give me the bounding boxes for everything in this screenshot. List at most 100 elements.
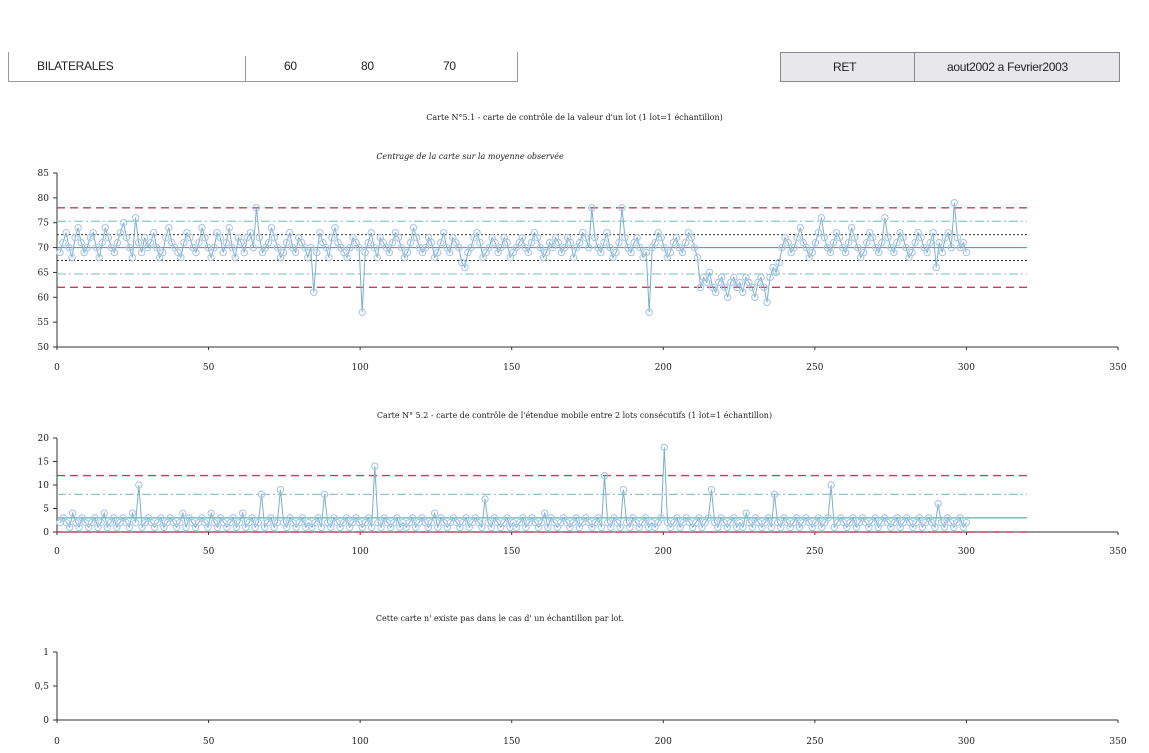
- data-point: [361, 248, 369, 257]
- data-point: [320, 490, 329, 499]
- data-point: [772, 268, 780, 277]
- data-point: [92, 243, 101, 252]
- data-point: [222, 238, 230, 247]
- data-point: [74, 223, 82, 232]
- data-point: [938, 248, 947, 257]
- data-point: [784, 238, 792, 247]
- y-tick-label: 75: [38, 219, 50, 229]
- x-tick-label: 150: [503, 547, 520, 557]
- data-point: [367, 228, 375, 237]
- data-point: [204, 523, 212, 532]
- data-point: [97, 518, 105, 527]
- data-point: [110, 248, 119, 257]
- data-point: [600, 238, 608, 247]
- data-point: [497, 243, 505, 252]
- data-point: [814, 228, 823, 237]
- data-point: [524, 248, 533, 257]
- data-point: [827, 481, 835, 489]
- x-tick-label: 350: [1109, 547, 1126, 557]
- data-point: [229, 514, 237, 522]
- data-point: [953, 233, 962, 242]
- data-point: [254, 518, 263, 527]
- data-point: [455, 243, 463, 252]
- data-point: [862, 238, 871, 247]
- data-point: [131, 213, 140, 222]
- data-point: [615, 238, 623, 247]
- data-point: [436, 238, 445, 247]
- header-left-box: BILATERALES 60 80 70: [8, 52, 518, 82]
- data-point: [616, 523, 625, 532]
- data-point: [327, 523, 335, 532]
- data-point: [645, 308, 653, 316]
- data-point: [619, 485, 628, 494]
- data-point: [672, 233, 681, 242]
- data-point: [527, 238, 536, 247]
- data-point: [255, 233, 264, 242]
- x-tick-label: 300: [958, 547, 975, 557]
- data-point: [237, 238, 246, 247]
- data-point: [824, 514, 832, 522]
- data-point: [264, 238, 273, 247]
- data-point: [760, 283, 768, 292]
- header-code: RET: [833, 60, 857, 74]
- data-point: [491, 238, 499, 247]
- data-point: [149, 228, 158, 237]
- header-value-2: 80: [361, 59, 374, 73]
- data-point: [328, 233, 336, 242]
- y-tick-label: 1: [43, 648, 49, 658]
- data-point: [116, 228, 125, 237]
- data-point: [537, 518, 546, 527]
- data-point: [705, 268, 714, 277]
- data-point: [409, 223, 418, 232]
- data-point: [430, 509, 439, 517]
- data-point: [285, 228, 294, 237]
- data-point: [811, 238, 820, 247]
- data-point: [137, 248, 146, 257]
- data-point: [109, 514, 118, 522]
- series-line: [59, 202, 967, 313]
- x-tick-label: 200: [655, 547, 672, 557]
- data-point: [314, 514, 322, 522]
- data-point: [503, 514, 511, 522]
- data-point: [291, 248, 300, 257]
- header-right-box: RET aout2002 a Fevrier2003: [780, 52, 1120, 82]
- x-tick-label: 50: [203, 737, 215, 747]
- data-point: [536, 243, 545, 252]
- data-point: [134, 238, 143, 247]
- x-tick-label: 350: [1109, 363, 1126, 373]
- data-point: [62, 228, 70, 237]
- data-point: [908, 248, 916, 257]
- data-point: [585, 243, 593, 252]
- data-point: [101, 223, 110, 232]
- data-point: [548, 243, 557, 252]
- data-point: [89, 228, 98, 237]
- data-point: [371, 462, 379, 470]
- data-point: [257, 490, 266, 499]
- data-point: [518, 514, 527, 522]
- data-point: [310, 288, 318, 297]
- data-point: [693, 253, 702, 262]
- data-point: [835, 233, 844, 242]
- data-point: [748, 523, 757, 532]
- data-point: [607, 523, 615, 532]
- data-point: [591, 233, 599, 242]
- data-point: [433, 248, 442, 257]
- data-point: [796, 223, 805, 232]
- data-point: [246, 228, 255, 237]
- data-point: [817, 213, 826, 222]
- data-point: [627, 248, 635, 257]
- chart1-title: Carte N°5.1 - carte de contrôle de la va…: [426, 113, 723, 122]
- data-point: [757, 273, 765, 282]
- data-point: [878, 238, 886, 247]
- data-point: [597, 248, 605, 257]
- x-tick-label: 200: [655, 737, 672, 747]
- y-tick-label: 85: [38, 169, 50, 179]
- data-point: [739, 523, 747, 532]
- data-point: [461, 263, 469, 272]
- data-point: [720, 283, 729, 292]
- data-point: [235, 518, 244, 527]
- data-point: [625, 523, 634, 532]
- data-point: [959, 238, 968, 247]
- data-point: [388, 238, 397, 247]
